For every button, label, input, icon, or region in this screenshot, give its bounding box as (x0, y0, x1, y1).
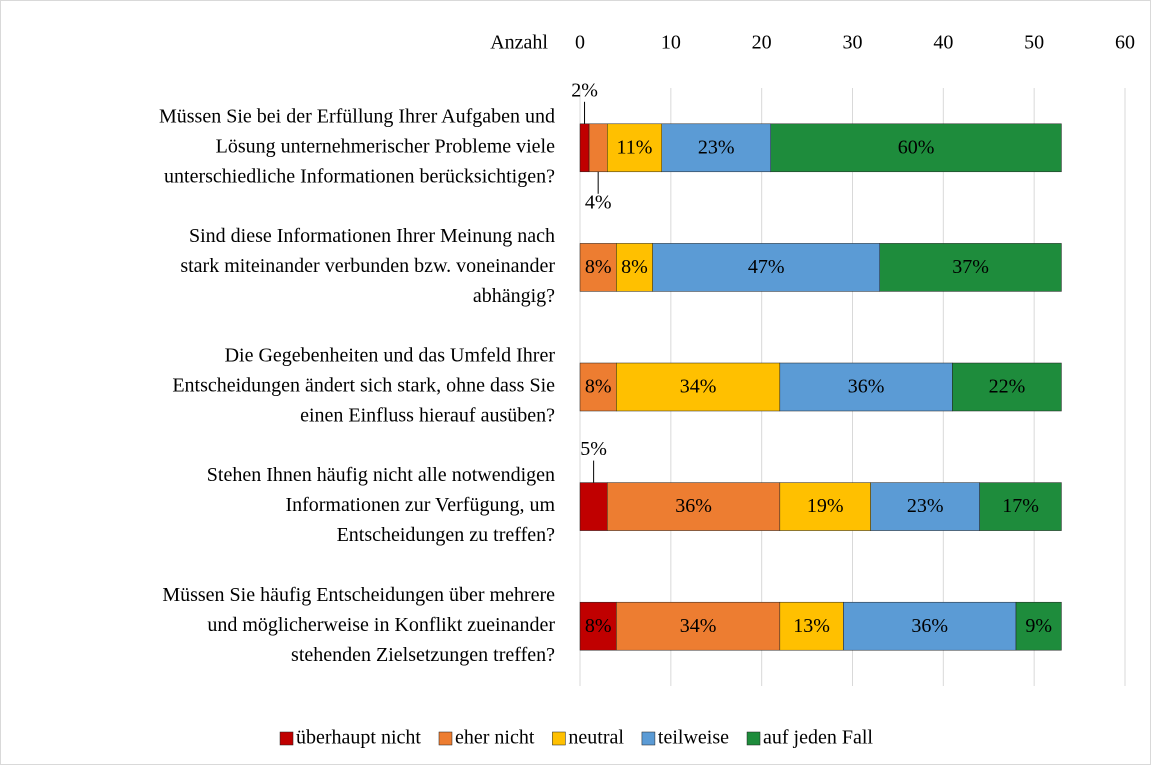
bar-segment (579, 482, 608, 531)
legend-label: neutral (568, 727, 624, 749)
legend-label: auf jeden Fall (763, 727, 873, 749)
data-label: 22% (989, 376, 1026, 398)
legend-swatch (552, 731, 566, 746)
legend-swatch (438, 731, 453, 746)
bar-segment (616, 362, 781, 412)
legend-label: teilweise (658, 727, 729, 749)
bar-segment (779, 601, 844, 651)
bar-segment (579, 601, 617, 651)
x-tick-label: 60 (1115, 32, 1135, 54)
legend-label: überhaupt nicht (296, 727, 421, 749)
data-label: 2% (571, 79, 598, 101)
bar-segment (879, 243, 1062, 292)
data-label: 11% (617, 136, 653, 158)
y-tick-label: Entscheidungen zu treffen? (337, 524, 556, 546)
data-label: 60% (898, 136, 935, 158)
x-tick-label: 20 (752, 32, 772, 54)
bar-segment (779, 482, 871, 531)
legend-swatch (746, 731, 761, 746)
data-label: 4% (585, 191, 612, 213)
y-tick-label: Lösung unternehmerischer Probleme viele (216, 135, 555, 157)
bar-segment (870, 482, 980, 531)
data-label: 36% (911, 615, 948, 637)
x-tick-label: 0 (575, 32, 585, 54)
data-label: 13% (793, 615, 830, 637)
bar-segment (579, 362, 617, 412)
data-label: 23% (907, 495, 944, 517)
bar-segment (616, 243, 653, 292)
y-tick-label: unterschiedliche Informationen berücksic… (164, 165, 555, 187)
y-tick-label: Müssen Sie häufig Entscheidungen über me… (162, 584, 555, 606)
data-label: 36% (675, 495, 712, 517)
y-tick-label: Informationen zur Verfügung, um (285, 494, 555, 516)
bar-segment (607, 482, 781, 531)
data-label: 9% (1025, 615, 1052, 637)
bar-segment (616, 601, 781, 651)
bar-segment (1015, 601, 1062, 651)
y-tick-label: einen Einfluss hierauf ausüben? (300, 405, 555, 427)
axis-title: Anzahl (490, 32, 548, 54)
legend-swatch (641, 731, 656, 746)
data-label: 23% (698, 136, 735, 158)
bar-segment (588, 123, 608, 173)
data-label: 34% (680, 615, 717, 637)
data-label: 34% (680, 376, 717, 398)
data-label: 5% (580, 438, 607, 460)
data-label: 36% (848, 376, 885, 398)
bar-segment (979, 482, 1062, 531)
legend-swatch (279, 731, 294, 746)
x-tick-label: 10 (661, 32, 681, 54)
bar-segment (952, 362, 1062, 412)
y-tick-label: Die Gegebenheiten und das Umfeld Ihrer (225, 345, 556, 367)
data-label: 19% (807, 495, 844, 517)
bar-segment (579, 123, 590, 173)
y-tick-label: abhängig? (473, 285, 555, 307)
x-tick-label: 40 (933, 32, 953, 54)
data-label: 8% (621, 256, 648, 278)
y-tick-label: Müssen Sie bei der Erfüllung Ihrer Aufga… (159, 105, 555, 127)
bar-segment (652, 243, 881, 292)
y-tick-label: Sind diese Informationen Ihrer Meinung n… (189, 225, 555, 247)
bar-segment (661, 123, 771, 173)
y-tick-label: Stehen Ihnen häufig nicht alle notwendig… (207, 464, 555, 486)
data-label: 47% (748, 256, 785, 278)
data-label: 37% (952, 256, 989, 278)
legend-label: eher nicht (455, 727, 535, 749)
bar-segment (770, 123, 1062, 173)
y-tick-label: Entscheidungen ändert sich stark, ohne d… (172, 375, 555, 397)
x-tick-label: 50 (1024, 32, 1044, 54)
data-label: 8% (585, 256, 612, 278)
y-tick-label: stehenden Zielsetzungen treffen? (291, 644, 555, 666)
bar-segment (607, 123, 662, 173)
bar-segment (843, 601, 1017, 651)
bar-segment (779, 362, 953, 412)
data-label: 8% (585, 376, 612, 398)
y-tick-label: stark miteinander verbunden bzw. voneina… (180, 255, 555, 277)
data-label: 17% (1002, 495, 1039, 517)
bar-segment (579, 243, 617, 292)
x-tick-label: 30 (843, 32, 863, 54)
data-label: 8% (585, 615, 612, 637)
y-tick-label: und möglicherweise in Konflikt zueinande… (207, 614, 555, 636)
